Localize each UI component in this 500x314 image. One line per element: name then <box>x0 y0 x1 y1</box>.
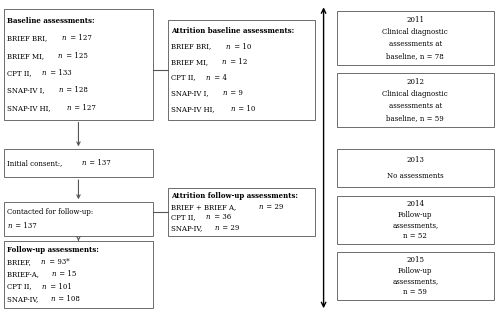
Text: n: n <box>258 203 262 211</box>
Text: n: n <box>52 270 56 279</box>
Text: Initial consent:,: Initial consent:, <box>8 159 65 167</box>
Text: No assessments: No assessments <box>387 172 444 180</box>
Text: = 93*: = 93* <box>46 258 70 266</box>
Text: = 29: = 29 <box>264 203 283 211</box>
Text: BRIEF MI,: BRIEF MI, <box>8 52 46 60</box>
FancyBboxPatch shape <box>337 149 494 187</box>
Text: = 10: = 10 <box>236 105 256 113</box>
Text: BRIEF + BRIEF A,: BRIEF + BRIEF A, <box>172 203 239 211</box>
Text: BRIEF MI,: BRIEF MI, <box>172 58 211 66</box>
Text: = 36: = 36 <box>212 214 231 221</box>
FancyBboxPatch shape <box>337 73 494 127</box>
Text: BRIEF,: BRIEF, <box>8 258 34 266</box>
Text: n: n <box>214 224 219 232</box>
Text: = 29: = 29 <box>220 224 240 232</box>
Text: n: n <box>41 258 46 266</box>
Text: n: n <box>42 283 46 291</box>
Text: n: n <box>50 295 55 303</box>
Text: n: n <box>226 42 230 51</box>
Text: = 9: = 9 <box>228 89 244 97</box>
Text: 2012: 2012 <box>406 78 424 86</box>
Text: n: n <box>206 74 210 82</box>
Text: = 125: = 125 <box>64 52 88 60</box>
Text: = 108: = 108 <box>56 295 80 303</box>
Text: n = 59: n = 59 <box>404 288 427 296</box>
Text: CPT II,: CPT II, <box>172 214 198 221</box>
Text: n: n <box>222 89 227 97</box>
Text: = 10: = 10 <box>232 42 251 51</box>
Text: Baseline assessments:: Baseline assessments: <box>8 17 95 25</box>
Text: = 101: = 101 <box>48 283 72 291</box>
Text: n = 52: n = 52 <box>404 232 427 240</box>
Text: BRIEF-A,: BRIEF-A, <box>8 270 42 279</box>
FancyBboxPatch shape <box>337 196 494 244</box>
Text: n: n <box>58 52 62 60</box>
Text: n: n <box>222 58 226 66</box>
Text: n: n <box>206 214 210 221</box>
Text: n: n <box>82 159 86 167</box>
Text: BRIEF BRI,: BRIEF BRI, <box>172 42 214 51</box>
Text: SNAP-IV,: SNAP-IV, <box>172 224 205 232</box>
Text: CPT II,: CPT II, <box>8 283 34 291</box>
FancyBboxPatch shape <box>337 252 494 300</box>
Text: SNAP-IV I,: SNAP-IV I, <box>172 89 211 97</box>
Text: SNAP-IV I,: SNAP-IV I, <box>8 86 47 95</box>
Text: assessments,: assessments, <box>392 277 438 285</box>
Text: = 128: = 128 <box>64 86 88 95</box>
Text: = 133: = 133 <box>48 69 71 77</box>
Text: n: n <box>66 104 70 112</box>
Text: 2014: 2014 <box>406 200 424 208</box>
Text: assessments,: assessments, <box>392 221 438 229</box>
Text: Attrition baseline assessments:: Attrition baseline assessments: <box>172 27 294 35</box>
Text: = 127: = 127 <box>72 104 96 112</box>
FancyBboxPatch shape <box>168 188 314 236</box>
Text: = 12: = 12 <box>228 58 247 66</box>
Text: Follow-up: Follow-up <box>398 267 432 275</box>
Text: 2011: 2011 <box>406 16 424 24</box>
Text: assessments at: assessments at <box>388 40 442 48</box>
Text: n: n <box>62 34 66 42</box>
Text: 2015: 2015 <box>406 256 424 264</box>
FancyBboxPatch shape <box>4 202 153 236</box>
Text: SNAP-IV HI,: SNAP-IV HI, <box>8 104 53 112</box>
Text: = 127: = 127 <box>68 34 92 42</box>
Text: baseline, n = 59: baseline, n = 59 <box>386 114 444 122</box>
FancyBboxPatch shape <box>4 149 153 177</box>
Text: assessments at: assessments at <box>388 102 442 110</box>
Text: 2013: 2013 <box>406 156 424 164</box>
Text: Follow-up: Follow-up <box>398 211 432 219</box>
Text: SNAP-IV HI,: SNAP-IV HI, <box>172 105 218 113</box>
Text: CPT II,: CPT II, <box>172 74 198 82</box>
Text: BRIEF BRI,: BRIEF BRI, <box>8 34 50 42</box>
Text: = 137: = 137 <box>87 159 111 167</box>
Text: = 137: = 137 <box>13 222 37 230</box>
Text: Contacted for follow-up:: Contacted for follow-up: <box>8 208 94 216</box>
Text: baseline, n = 78: baseline, n = 78 <box>386 52 444 60</box>
Text: n: n <box>42 69 46 77</box>
Text: = 4: = 4 <box>212 74 226 82</box>
FancyBboxPatch shape <box>168 20 314 120</box>
Text: = 15: = 15 <box>57 270 76 279</box>
FancyBboxPatch shape <box>337 11 494 65</box>
Text: n: n <box>8 222 12 230</box>
FancyBboxPatch shape <box>4 9 153 120</box>
Text: Clinical diagnostic: Clinical diagnostic <box>382 28 448 36</box>
Text: Follow-up assessments:: Follow-up assessments: <box>8 246 99 254</box>
FancyBboxPatch shape <box>4 241 153 308</box>
Text: Clinical diagnostic: Clinical diagnostic <box>382 90 448 98</box>
Text: SNAP-IV,: SNAP-IV, <box>8 295 41 303</box>
Text: n: n <box>58 86 63 95</box>
Text: Attrition follow-up assessments:: Attrition follow-up assessments: <box>172 192 298 200</box>
Text: n: n <box>230 105 235 113</box>
Text: CPT II,: CPT II, <box>8 69 34 77</box>
